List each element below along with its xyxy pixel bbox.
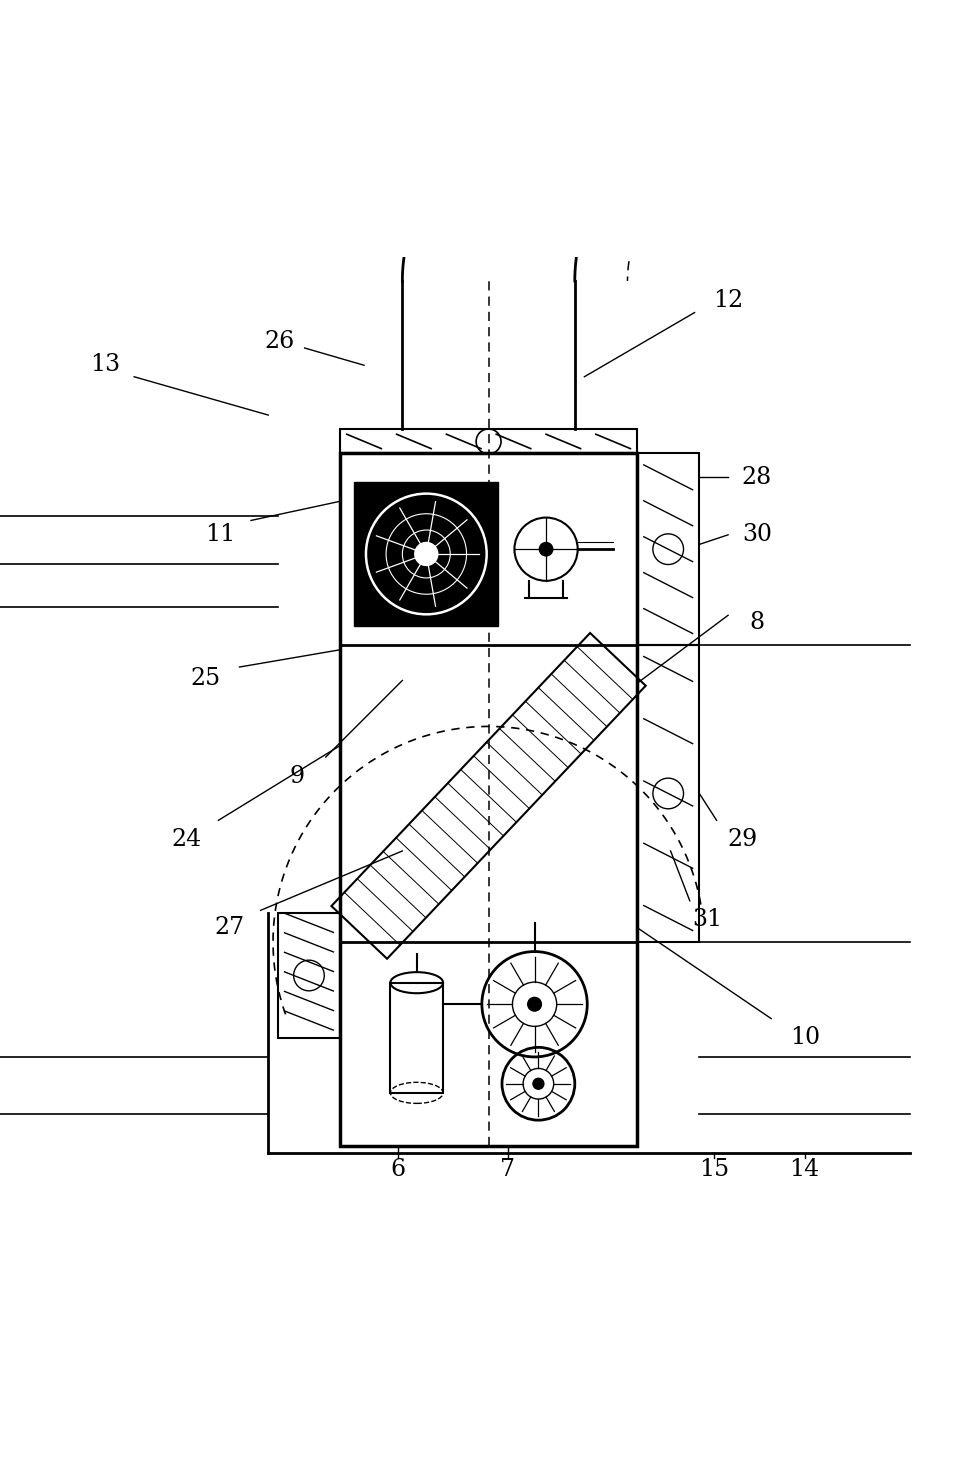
Bar [637, 645, 699, 942]
Bar [391, 983, 443, 1092]
Text: 31: 31 [692, 908, 722, 932]
Circle shape [533, 1079, 544, 1089]
Text: 15: 15 [698, 1158, 729, 1182]
Bar [278, 913, 340, 1038]
Text: 8: 8 [749, 611, 764, 634]
Text: 29: 29 [727, 827, 758, 851]
Text: 7: 7 [500, 1158, 515, 1182]
Circle shape [539, 543, 553, 556]
Bar [354, 483, 498, 626]
Circle shape [528, 998, 541, 1011]
Text: 27: 27 [215, 916, 245, 939]
Text: 6: 6 [390, 1158, 405, 1182]
Text: 13: 13 [90, 353, 121, 375]
Text: 26: 26 [264, 330, 295, 353]
Text: 25: 25 [191, 667, 221, 690]
Text: 28: 28 [741, 465, 772, 489]
Text: 11: 11 [205, 524, 236, 546]
Circle shape [415, 543, 438, 565]
Text: 14: 14 [789, 1158, 820, 1182]
Bar [340, 453, 637, 1147]
Text: 12: 12 [713, 289, 743, 312]
Text: 30: 30 [741, 524, 772, 546]
Bar [637, 453, 699, 645]
Text: 24: 24 [171, 827, 202, 851]
Text: 10: 10 [789, 1026, 820, 1050]
Text: 9: 9 [289, 765, 305, 788]
Bar [340, 430, 637, 453]
